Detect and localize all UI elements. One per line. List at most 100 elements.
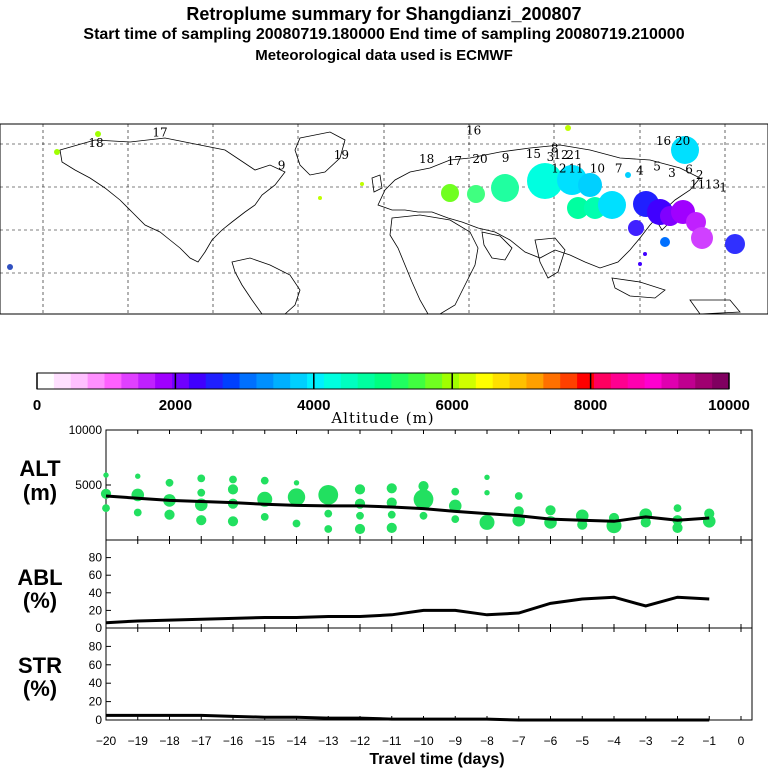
colorbar-swatch	[323, 373, 342, 389]
plume-marker	[491, 174, 519, 202]
colorbar-swatch	[104, 373, 122, 389]
map-label: 4	[636, 164, 644, 178]
alt-scatter-point	[292, 519, 301, 528]
panel-unit-alt: (m)	[23, 480, 57, 505]
map-label: 17	[447, 154, 462, 168]
alt-scatter-point	[451, 487, 460, 496]
plume-markers	[7, 125, 745, 270]
alt-scatter-point	[260, 513, 269, 521]
alt-scatter-point	[354, 484, 366, 495]
alt-scatter-point	[318, 485, 339, 505]
colorbar-swatch	[70, 373, 89, 389]
colorbar-swatch	[593, 373, 612, 389]
map-label: 11	[568, 162, 583, 176]
x-tick-label: −14	[286, 734, 307, 748]
map-label: 13	[705, 177, 720, 191]
colorbar-swatch	[155, 373, 173, 389]
alt-scatter-point	[451, 515, 460, 523]
plume-marker	[660, 237, 670, 247]
y-tick-label: 80	[89, 639, 103, 653]
plume-marker	[725, 234, 745, 254]
y-tick-label: 60	[89, 658, 103, 672]
alt-scatter-point	[227, 484, 239, 495]
plume-marker	[441, 184, 459, 202]
alt-scatter-point	[102, 504, 110, 512]
x-tick-label: −18	[159, 734, 180, 748]
colorbar-swatch	[205, 373, 224, 389]
panel-unit-abl: (%)	[23, 588, 57, 613]
plume-marker	[318, 196, 322, 200]
alt-scatter-point	[386, 497, 397, 508]
alt-scatter-point	[197, 474, 206, 483]
colorbar-swatch	[458, 373, 477, 389]
plume-marker	[565, 125, 571, 131]
str-line	[106, 713, 710, 722]
map-label: 12	[553, 148, 568, 162]
map-label: 9	[502, 151, 510, 165]
map-label: 10	[590, 162, 605, 176]
colorbar-tick-label: 2000	[159, 397, 192, 414]
panel-label-str: STR	[18, 653, 62, 678]
time-series-panels: ALT(m)100005000ABL(%)806040200STR(%)8060…	[17, 423, 753, 768]
plume-marker	[671, 136, 699, 164]
colorbar-swatch	[37, 373, 55, 389]
colorbar-swatch	[678, 373, 696, 389]
map-label: 18	[88, 136, 103, 150]
x-tick-label: −20	[96, 734, 117, 748]
plume-marker	[360, 182, 364, 186]
colorbar-swatch	[492, 373, 511, 389]
y-tick-label: 60	[89, 568, 103, 582]
colorbar-swatch	[475, 373, 494, 389]
x-tick-label: −5	[575, 734, 589, 748]
map-label: 9	[278, 158, 286, 172]
alt-scatter-point	[196, 515, 207, 526]
alt-scatter-point	[293, 480, 300, 486]
x-tick-label: −13	[318, 734, 339, 748]
x-tick-label: −16	[223, 734, 244, 748]
plume-marker	[54, 149, 60, 155]
map-label: 6	[685, 163, 693, 177]
y-tick-label: 10000	[69, 423, 103, 437]
x-tick-label: −11	[382, 734, 402, 748]
map-label: 5	[653, 159, 661, 173]
plume-marker	[686, 212, 706, 232]
plume-marker	[467, 185, 485, 203]
map-label: 7	[615, 162, 623, 176]
plume-marker	[598, 191, 626, 219]
colorbar-tick-label: 10000	[708, 397, 750, 414]
alt-mean-line	[105, 494, 710, 523]
alt-scatter-point	[418, 481, 429, 492]
colorbar-tick-label: 8000	[574, 397, 607, 414]
alt-scatter-point	[545, 505, 556, 516]
colorbar-swatch	[661, 373, 679, 389]
map-gridlines	[0, 124, 768, 314]
colorbar-tick-label: 6000	[436, 397, 469, 414]
colorbar-swatch	[290, 373, 308, 389]
colorbar-swatch	[543, 373, 561, 389]
alt-scatter-point	[103, 472, 109, 478]
colorbar-swatch	[307, 373, 325, 389]
y-tick-label: 20	[89, 695, 103, 709]
alt-scatter-point	[672, 522, 683, 534]
map-label: 2	[696, 168, 704, 182]
alt-scatter-point	[448, 499, 462, 513]
y-tick-label: 40	[89, 676, 103, 690]
map-label: 3	[668, 166, 676, 180]
alt-scatter-point	[287, 488, 306, 506]
alt-scatter-point	[229, 475, 237, 484]
alt-scatter-point	[484, 490, 490, 496]
plume-marker	[7, 264, 13, 270]
map-label: 16	[656, 134, 671, 148]
x-axis-label: Travel time (days)	[369, 751, 504, 768]
x-tick-label: −12	[350, 734, 371, 748]
colorbar-tick-label: 4000	[297, 397, 330, 414]
y-tick-label: 5000	[75, 478, 102, 492]
map-label: 16	[466, 124, 481, 138]
x-tick-label: −6	[544, 734, 558, 748]
colorbar-swatch	[222, 373, 241, 389]
colorbar-swatch	[273, 373, 291, 389]
plume-marker	[625, 172, 631, 178]
map-label: 3	[547, 150, 555, 164]
